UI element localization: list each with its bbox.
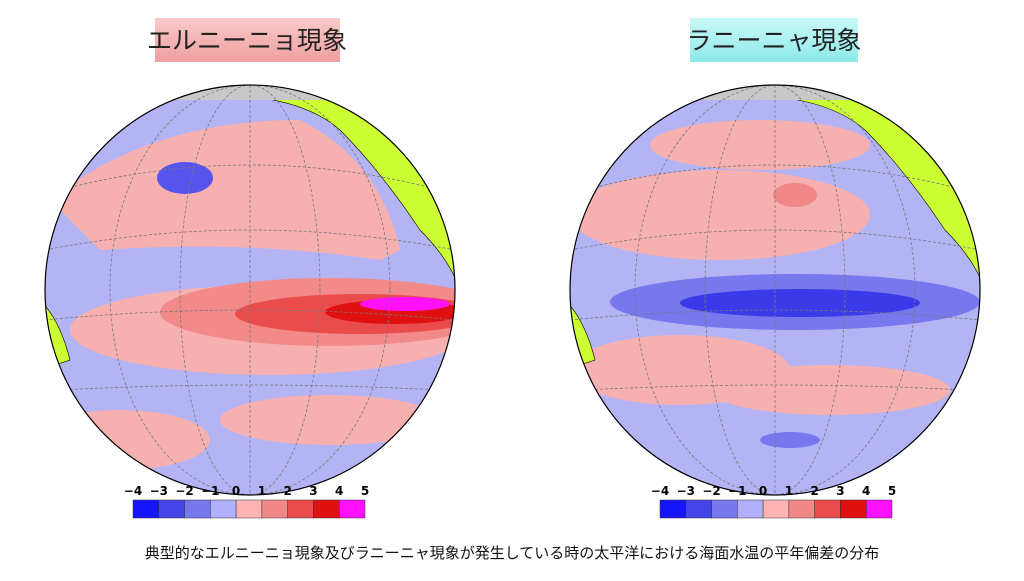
legend-swatch	[132, 499, 160, 519]
legend-label: 2	[810, 484, 818, 498]
legend-swatch	[210, 499, 237, 519]
legend-label: 1	[258, 484, 266, 498]
legend-label: 0	[232, 484, 240, 498]
legend-label: −2	[175, 484, 193, 498]
globe-outline	[44, 84, 456, 496]
legend-swatch	[840, 499, 867, 519]
legend-label: −2	[702, 484, 720, 498]
legend-swatch	[659, 499, 687, 519]
legend-label: 0	[759, 484, 767, 498]
legend-swatch	[865, 499, 893, 519]
legend-swatch	[158, 499, 185, 519]
legend-label: 5	[888, 484, 896, 498]
legend-label: −1	[728, 484, 746, 498]
legend-swatch	[287, 499, 314, 519]
legend-swatch	[814, 499, 841, 519]
panel-title: エルニーニョ現象	[147, 26, 347, 55]
legend-label: −1	[201, 484, 219, 498]
panel-title: ラニーニャ現象	[686, 26, 861, 55]
legend-swatch	[711, 499, 738, 519]
legend-label: −3	[150, 484, 168, 498]
caption: 典型的なエルニーニョ現象及びラニーニャ現象が発生している時の太平洋における海面水…	[145, 544, 880, 562]
legend-label: 3	[836, 484, 844, 498]
legend-swatch	[685, 499, 712, 519]
legend-label: −3	[677, 484, 695, 498]
legend-swatch	[737, 499, 764, 519]
legend-swatch	[762, 499, 790, 519]
title-box	[690, 18, 858, 62]
legend-label: 3	[309, 484, 317, 498]
legend-label: 4	[335, 484, 343, 498]
legend-label: −4	[651, 484, 669, 498]
globe-outline	[569, 84, 981, 496]
legend-swatch	[261, 499, 288, 519]
legend-swatch	[184, 499, 211, 519]
legend-label: 5	[361, 484, 369, 498]
legend-label: −4	[124, 484, 142, 498]
title-box	[155, 18, 340, 62]
globe	[45, 85, 455, 495]
legend-label: 2	[283, 484, 291, 498]
legend-swatch	[313, 499, 340, 519]
legend-swatch	[235, 499, 263, 519]
legend-swatch	[788, 499, 815, 519]
legend-label: 4	[862, 484, 870, 498]
legend-swatch	[338, 499, 366, 519]
globe	[570, 85, 980, 495]
legend-label: 1	[785, 484, 793, 498]
